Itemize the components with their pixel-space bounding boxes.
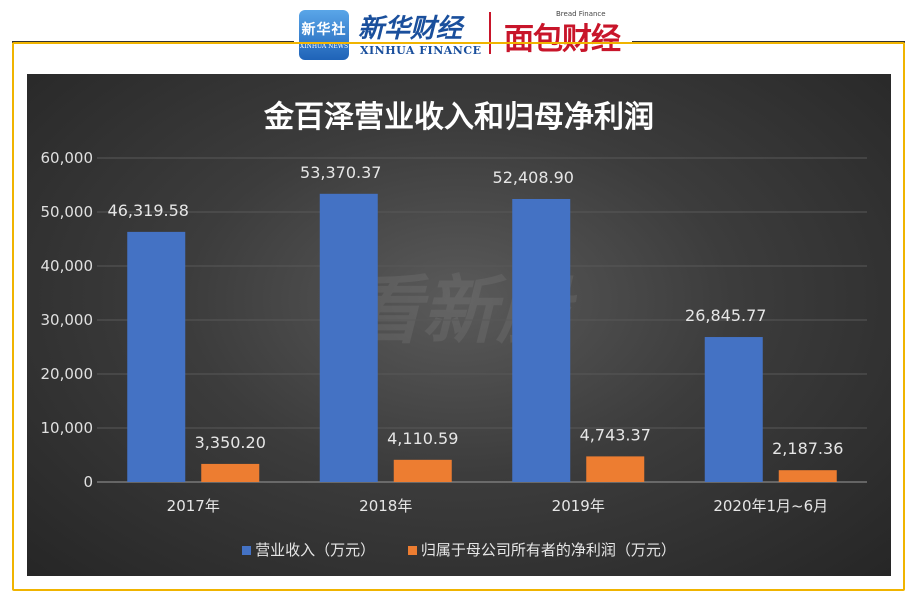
- bread-finance-logo: 面包财经: [504, 22, 621, 57]
- y-tick-label: 60,000: [41, 149, 94, 167]
- profit-data-label: 2,187.36: [772, 439, 843, 458]
- xinhua-logo: 新华社 XINHUA NEWS: [299, 10, 349, 60]
- brand-separator: [489, 12, 491, 54]
- bread-finance-en: Bread Finance: [556, 10, 606, 18]
- brand-xinhua-finance-cn: 新华财经: [358, 14, 463, 44]
- legend-item-revenue: 营业收入（万元）: [242, 539, 375, 560]
- y-tick-label: 40,000: [41, 257, 94, 275]
- revenue-data-label: 52,408.90: [493, 168, 574, 187]
- profit-bar: [778, 470, 837, 482]
- brand-xinhua-finance-en: XINHUA FINANCE: [360, 44, 482, 57]
- revenue-bar: [319, 193, 378, 483]
- y-tick-label: 20,000: [41, 365, 94, 383]
- profit-data-label: 4,110.59: [387, 429, 458, 448]
- xinhua-logo-text: 新华社: [301, 22, 347, 38]
- revenue-data-label: 53,370.37: [300, 163, 381, 182]
- revenue-data-label: 26,845.77: [685, 306, 766, 325]
- chart-title: 金百泽营业收入和归母净利润: [264, 100, 654, 135]
- xinhua-logo-subtext: XINHUA NEWS: [299, 43, 349, 50]
- legend-label-revenue: 营业收入（万元）: [255, 541, 376, 559]
- y-tick-label: 50,000: [41, 203, 94, 221]
- profit-bar: [393, 459, 452, 482]
- revenue-bar: [512, 198, 571, 482]
- outer-frame: [12, 42, 905, 591]
- legend-swatch-profit: [407, 546, 417, 555]
- chart-panel: 金百泽营业收入和归母净利润 看新股 0 10,000 20,000 30,000 40,0…: [27, 74, 891, 576]
- x-tick-label: 2018年: [359, 497, 412, 515]
- revenue-bar: [127, 231, 186, 482]
- profit-bar: [201, 463, 260, 482]
- y-tick-label: 10,000: [41, 419, 94, 437]
- revenue-data-label: 46,319.58: [108, 201, 189, 220]
- y-tick-label: 30,000: [41, 311, 94, 329]
- chart-legend: 营业收入（万元） 归属于母公司所有者的净利润（万元）: [27, 539, 891, 560]
- revenue-bar: [704, 337, 763, 482]
- profit-bar: [586, 456, 645, 482]
- profit-data-label: 4,743.37: [580, 425, 651, 444]
- legend-item-profit: 归属于母公司所有者的净利润（万元）: [407, 539, 676, 560]
- x-tick-label: 2019年: [552, 497, 605, 515]
- x-tick-label: 2020年1月~6月: [713, 497, 828, 515]
- bar-chart: 看新股010,00020,00030,00040,00050,00060,000…: [41, 149, 867, 515]
- y-tick-label: 0: [83, 473, 93, 491]
- legend-swatch-revenue: [242, 546, 252, 555]
- legend-label-profit: 归属于母公司所有者的净利润（万元）: [420, 541, 676, 559]
- x-tick-label: 2017年: [167, 497, 220, 515]
- profit-data-label: 3,350.20: [195, 433, 266, 452]
